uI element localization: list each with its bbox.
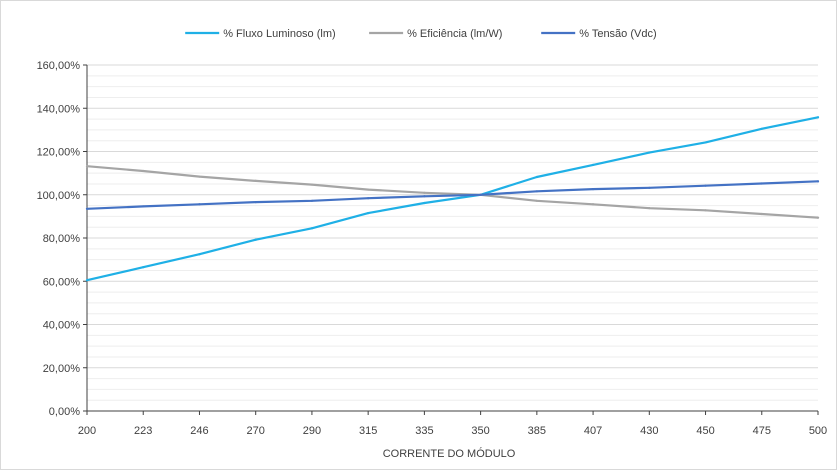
legend-label: % Tensão (Vdc) xyxy=(579,28,656,40)
data-point xyxy=(198,175,201,178)
legend-item-2[interactable]: % Eficiência (lm/W) xyxy=(369,28,502,40)
data-point xyxy=(85,207,89,210)
data-point xyxy=(816,180,820,183)
series-line-2 xyxy=(85,165,820,219)
x-tick-label: 430 xyxy=(640,425,658,437)
y-tick-label: 60,00% xyxy=(43,276,81,288)
data-point xyxy=(648,207,651,210)
x-tick-label: 450 xyxy=(696,425,714,437)
data-point xyxy=(648,186,651,189)
y-tick-label: 120,00% xyxy=(37,147,81,159)
x-tick-label: 246 xyxy=(190,425,208,437)
data-point xyxy=(310,227,314,230)
data-point xyxy=(85,279,89,282)
x-tick-label: 475 xyxy=(753,425,771,437)
y-tick-label: 40,00% xyxy=(43,320,81,332)
data-point xyxy=(760,182,763,185)
data-point xyxy=(535,175,538,179)
data-point xyxy=(816,116,820,119)
data-point xyxy=(704,184,707,187)
data-point xyxy=(760,127,763,130)
legend-label: % Fluxo Luminoso (lm) xyxy=(223,28,335,40)
x-tick-label: 315 xyxy=(359,425,377,437)
data-point xyxy=(535,190,538,193)
y-tick-label: 20,00% xyxy=(43,363,81,375)
legend-item-3[interactable]: % Tensão (Vdc) xyxy=(541,28,657,40)
data-point xyxy=(423,195,426,198)
data-point xyxy=(423,191,426,194)
data-point xyxy=(367,212,370,215)
x-tick-label: 407 xyxy=(584,425,602,437)
data-point xyxy=(591,188,595,191)
y-tick-label: 80,00% xyxy=(43,233,81,245)
data-point xyxy=(142,169,145,173)
x-tick-label: 335 xyxy=(415,425,433,437)
y-tick-label: 160,00% xyxy=(37,60,81,72)
gridlines xyxy=(87,64,818,412)
y-tick-label: 0,00% xyxy=(49,406,80,418)
data-point xyxy=(423,201,426,205)
x-tick-label: 290 xyxy=(303,425,321,437)
y-tick-labels: 0,00% 20,00% 40,00% 60,00% 80,00% 100,00% 120,… xyxy=(37,60,81,418)
x-tick-label: 350 xyxy=(471,425,489,437)
data-point xyxy=(535,199,538,202)
data-point xyxy=(816,216,820,219)
data-point xyxy=(142,205,145,208)
series-line-1 xyxy=(85,116,820,282)
data-point xyxy=(85,165,89,168)
legend[interactable]: % Fluxo Luminoso (lm) % Eficiência (lm/W)… xyxy=(185,28,657,40)
data-point xyxy=(704,141,707,144)
x-tick-label: 200 xyxy=(78,425,96,437)
data-point xyxy=(254,238,257,241)
x-tick-label: 270 xyxy=(247,425,265,437)
series-lines xyxy=(85,116,820,282)
axes xyxy=(83,64,819,415)
data-point xyxy=(367,188,370,191)
x-tick-label: 223 xyxy=(134,425,152,437)
data-point xyxy=(704,209,707,212)
y-tick-label: 140,00% xyxy=(37,103,81,115)
x-tick-labels: 200 223 246 270 290 315 335 350 385 407 430 450 475 5… xyxy=(78,425,827,437)
x-tick-label: 500 xyxy=(809,425,827,437)
x-axis-title: CORRENTE DO MÓDULO xyxy=(383,447,516,460)
series-line-3 xyxy=(85,180,820,210)
data-point xyxy=(198,203,201,206)
data-point xyxy=(310,183,314,186)
data-point xyxy=(479,193,482,196)
data-point xyxy=(198,253,201,256)
data-point xyxy=(367,197,370,200)
y-tick-label: 100,00% xyxy=(37,190,81,202)
data-point xyxy=(310,199,314,202)
data-point xyxy=(591,163,595,167)
data-point xyxy=(254,179,257,183)
legend-label: % Eficiência (lm/W) xyxy=(407,28,502,40)
data-point xyxy=(648,151,651,154)
data-point xyxy=(591,203,595,206)
data-point xyxy=(760,212,763,216)
x-tick-label: 385 xyxy=(528,425,546,437)
legend-item-1[interactable]: % Fluxo Luminoso (lm) xyxy=(185,28,336,40)
data-point xyxy=(254,201,257,204)
data-point xyxy=(142,266,145,269)
